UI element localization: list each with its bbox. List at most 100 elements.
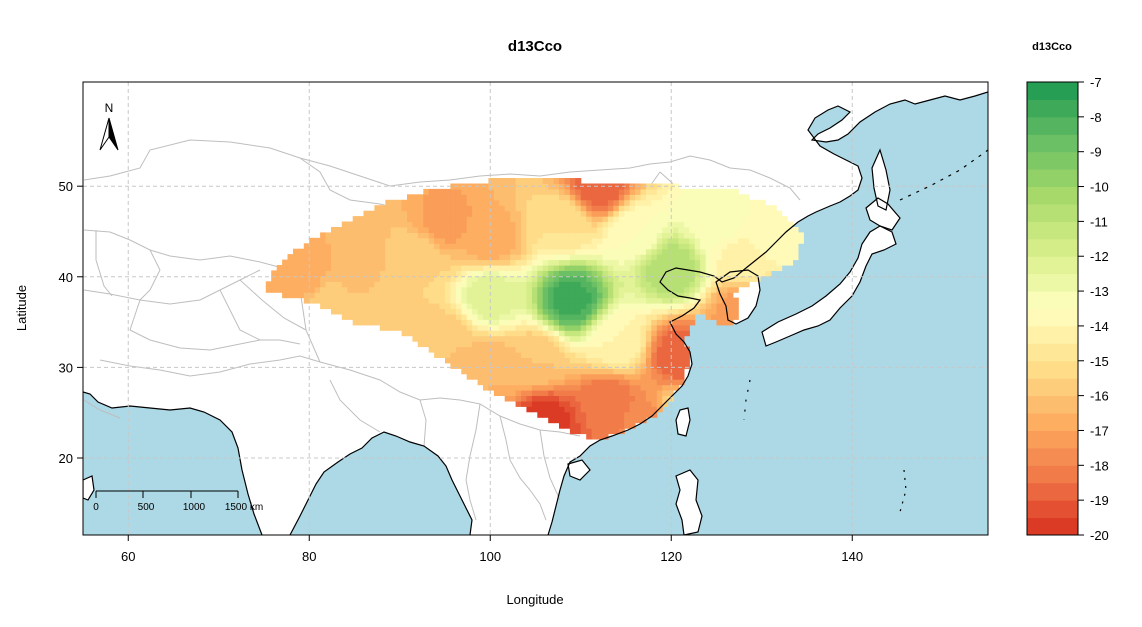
field-cell bbox=[618, 265, 625, 271]
field-cell bbox=[369, 319, 375, 326]
field-cell bbox=[624, 400, 631, 407]
field-cell bbox=[559, 270, 565, 277]
field-cell bbox=[325, 254, 332, 261]
field-cell bbox=[559, 341, 565, 348]
field-cell bbox=[694, 232, 701, 239]
field-cell bbox=[499, 243, 506, 250]
field-cell bbox=[385, 303, 392, 310]
field-cell bbox=[396, 227, 403, 233]
field-cell bbox=[352, 270, 359, 277]
legend-swatch bbox=[1027, 500, 1078, 519]
field-cell bbox=[645, 390, 652, 396]
field-cell bbox=[640, 400, 647, 407]
field-cell bbox=[575, 188, 582, 195]
field-cell bbox=[656, 275, 663, 282]
field-cell bbox=[580, 292, 587, 299]
field-cell bbox=[591, 433, 598, 440]
field-cell bbox=[461, 352, 468, 358]
field-cell bbox=[472, 319, 479, 326]
field-cell bbox=[629, 422, 636, 429]
field-cell bbox=[542, 303, 549, 310]
field-cell bbox=[564, 319, 571, 326]
field-cell bbox=[586, 346, 593, 353]
field-cell bbox=[358, 216, 365, 223]
field-cell bbox=[700, 297, 707, 304]
field-cell bbox=[700, 254, 707, 261]
field-cell bbox=[320, 286, 327, 293]
field-cell bbox=[504, 270, 511, 277]
field-cell bbox=[749, 232, 756, 239]
field-cell bbox=[635, 346, 641, 353]
field-cell bbox=[700, 281, 707, 288]
field-cell bbox=[548, 406, 555, 413]
field-cell bbox=[607, 324, 614, 331]
field-cell bbox=[401, 281, 408, 288]
field-cell bbox=[624, 243, 631, 250]
field-cell bbox=[455, 357, 462, 364]
field-cell bbox=[417, 265, 424, 271]
field-cell bbox=[461, 368, 468, 375]
field-cell bbox=[303, 286, 310, 293]
field-cell bbox=[542, 341, 549, 348]
field-cell bbox=[510, 308, 517, 315]
field-cell bbox=[445, 210, 451, 217]
field-cell bbox=[559, 335, 565, 342]
field-cell bbox=[493, 292, 500, 299]
field-cell bbox=[483, 286, 489, 293]
field-cell bbox=[374, 313, 381, 320]
field-cell bbox=[542, 205, 549, 212]
field-cell bbox=[667, 265, 674, 271]
field-cell bbox=[472, 199, 479, 206]
field-cell bbox=[461, 292, 468, 299]
field-cell bbox=[678, 379, 685, 386]
field-cell bbox=[537, 194, 544, 201]
field-cell bbox=[564, 362, 571, 369]
field-cell bbox=[602, 281, 609, 288]
field-cell bbox=[526, 341, 533, 348]
field-cell bbox=[455, 292, 462, 299]
field-cell bbox=[559, 313, 565, 320]
field-cell bbox=[662, 346, 669, 353]
field-cell bbox=[618, 183, 625, 190]
field-cell bbox=[553, 368, 560, 375]
field-cell bbox=[569, 275, 576, 282]
field-cell bbox=[656, 324, 663, 331]
field-cell bbox=[597, 216, 603, 223]
field-cell bbox=[624, 362, 631, 369]
field-cell bbox=[504, 243, 511, 250]
field-cell bbox=[651, 324, 658, 331]
field-cell bbox=[700, 265, 707, 271]
field-cell bbox=[586, 292, 593, 299]
field-cell bbox=[694, 303, 701, 310]
legend-tick-label: -16 bbox=[1090, 389, 1109, 404]
field-cell bbox=[645, 292, 652, 299]
field-cell bbox=[705, 303, 712, 310]
field-cell bbox=[591, 400, 598, 407]
field-cell bbox=[591, 194, 598, 201]
field-cell bbox=[352, 221, 359, 228]
field-cell bbox=[640, 227, 647, 233]
field-cell bbox=[765, 270, 772, 277]
field-cell bbox=[607, 227, 614, 233]
x-tick-label: 60 bbox=[121, 549, 135, 564]
field-cell bbox=[515, 199, 522, 206]
field-cell bbox=[754, 205, 761, 212]
legend-swatch bbox=[1027, 238, 1078, 257]
field-cell bbox=[450, 254, 457, 261]
field-cell bbox=[656, 286, 663, 293]
field-cell bbox=[504, 199, 511, 206]
field-cell bbox=[396, 205, 403, 212]
field-cell bbox=[607, 330, 614, 337]
field-cell bbox=[738, 265, 745, 271]
field-cell bbox=[618, 254, 625, 261]
field-cell bbox=[591, 390, 598, 396]
field-cell bbox=[662, 232, 669, 239]
field-cell bbox=[314, 248, 321, 255]
legend-title: d13Cco bbox=[1032, 41, 1072, 53]
field-cell bbox=[548, 286, 555, 293]
field-cell bbox=[347, 254, 354, 261]
field-cell bbox=[559, 286, 565, 293]
field-cell bbox=[341, 297, 348, 304]
field-cell bbox=[553, 411, 560, 418]
field-cell bbox=[711, 227, 718, 233]
